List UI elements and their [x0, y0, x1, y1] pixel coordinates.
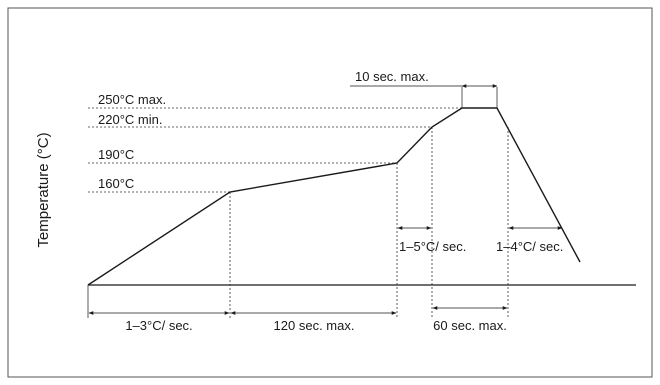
temperature-profile-line — [87, 107, 581, 286]
chart-frame — [7, 7, 653, 378]
cooling-slope-label: 1–4°C/ sec. — [496, 239, 563, 254]
level-label-250: 250°C max. — [98, 92, 166, 107]
level-label-160: 160°C — [98, 176, 134, 191]
soak-interval-label: 120 sec. max. — [274, 318, 355, 333]
reflow-interval-label: 60 sec. max. — [433, 318, 507, 333]
peak-duration-label: 10 sec. max. — [355, 69, 429, 84]
preheat-interval-label: 1–3°C/ sec. — [125, 318, 192, 333]
heating-slope-label: 1–5°C/ sec. — [399, 239, 466, 254]
level-label-220: 220°C min. — [98, 112, 162, 127]
y-axis-label: Temperature (°C) — [35, 132, 52, 247]
level-label-190: 190°C — [98, 147, 134, 162]
